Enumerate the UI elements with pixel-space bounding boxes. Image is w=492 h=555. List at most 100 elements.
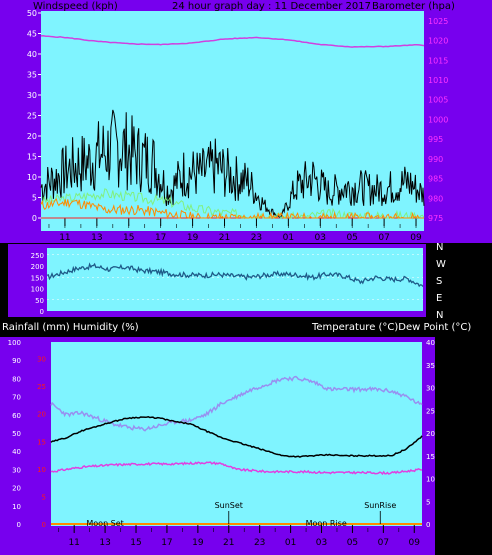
dir-y-tick-2: 100 [31,286,44,294]
temp-x-tick-5: 21 [223,538,234,548]
temp-x-tick-4: 19 [192,538,204,548]
baro-y-tick-5: 1000 [428,115,448,124]
temp-y-tick-8: 40 [426,339,435,347]
compass-label-1: W [436,259,446,270]
baro-y-tick-0: 975 [428,214,443,223]
wind-direction-series [46,262,424,288]
wind-y-tick-8: 40 [27,50,37,59]
wind-plot-area [41,11,424,231]
wind-x-tick-6: 23 [251,233,262,243]
hum-y-tick-3: 30 [12,466,21,474]
hum-y-tick-9: 90 [12,357,21,365]
dir-y-tick-4: 200 [31,263,44,271]
temp-x-tick-2: 15 [130,538,141,548]
wind-x-tick-5: 21 [219,233,230,243]
wind-y-tick-1: 5 [32,194,37,203]
hum-y-tick-8: 80 [12,375,21,383]
wind-low-series [40,198,424,220]
rain-y-tick-2: 10 [37,466,46,474]
baro-y-tick-9: 1020 [428,37,448,46]
hum-y-tick-0: 0 [17,521,21,529]
temp-x-ticks: 11 13 15 17 19 21 23 01 03 05 07 09 [68,538,420,548]
hum-y-tick-2: 20 [12,485,21,493]
wind-y-tick-3: 15 [27,153,37,162]
temp-x-tick-10: 07 [378,538,389,548]
temp-y-tick-1: 5 [426,498,430,506]
direction-y-ticks: 0 50 100 150 200 250 [31,252,44,316]
wind-x-tick-0: 11 [59,233,70,243]
wind-y-tick-4: 20 [27,132,37,141]
wind-x-tick-7: 01 [283,233,294,243]
temp-x-tick-11: 09 [409,538,421,548]
wind-average-series [40,188,425,220]
wind-x-tick-4: 19 [187,233,199,243]
wind-x-tick-2: 15 [123,233,134,243]
rain-y-tick-3: 15 [37,438,46,446]
sunrise-label: SunRise [364,501,396,510]
wind-x-tick-9: 05 [346,233,357,243]
direction-plot-area [47,248,423,311]
wind-x-tick-3: 17 [155,233,166,243]
temp-y-tick-7: 35 [426,362,435,370]
wind-x-ticks: 11 13 15 17 19 21 23 01 03 05 07 09 [59,233,422,243]
temp-x-tick-6: 23 [254,538,265,548]
hum-y-tick-10: 100 [8,339,21,347]
baro-y-tick-8: 1015 [428,56,448,65]
wind-y-tick-7: 35 [27,71,37,80]
baro-y-tick-3: 990 [428,155,443,164]
humidity-series [50,375,423,432]
temp-x-tick-9: 05 [347,538,358,548]
barometer-y-ticks: 975 980 985 990 995 1000 1005 1010 1015 1020 1025 [428,17,448,223]
temp-x-tick-7: 01 [285,538,296,548]
wind-y-tick-5: 25 [27,112,37,121]
wind-gust-series [40,109,425,219]
baro-y-tick-10: 1025 [428,17,448,26]
barometer-axis-label: Barometer (hpa) [372,1,455,12]
astro-markers: SunSet SunRise Moon Set Moon Rise [86,501,396,528]
wind-y-tick-10: 50 [27,9,37,18]
temperature-series [50,416,423,458]
baro-y-tick-2: 985 [428,175,443,184]
temp-y-tick-3: 15 [426,453,435,461]
temp-y-tick-2: 10 [426,476,435,484]
temp-x-tick-1: 13 [99,538,110,548]
hum-y-tick-7: 70 [12,394,21,402]
compass-label-4: N [436,310,443,321]
rain-y-tick-6: 30 [37,356,46,364]
moonset-label: Moon Set [86,519,123,528]
moonrise-label: Moon Rise [306,519,347,528]
temp-x-tick-3: 17 [161,538,172,548]
dir-y-tick-3: 150 [31,274,44,282]
graph-title: 24 hour graph day : 11 December 2017 [172,1,371,12]
wind-axis-label: Windspeed (kph) [33,1,118,12]
baro-y-tick-4: 995 [428,135,443,144]
rain-y-ticks: 0 5 10 15 20 25 30 [37,356,46,529]
compass-label-2: S [436,276,442,287]
barometer-series [40,35,425,48]
dir-y-tick-0: 0 [40,308,44,316]
temp-x-tick-0: 11 [68,538,79,548]
temp-y-tick-6: 30 [426,385,435,393]
wind-y-ticks: 0 5 10 15 20 25 30 35 40 45 50 [27,9,41,223]
baro-y-tick-6: 1005 [428,96,448,105]
temperature-y-ticks: 0 5 10 15 20 25 30 35 40 [426,339,435,529]
temp-y-tick-4: 20 [426,430,435,438]
wind-y-tick-6: 30 [27,91,37,100]
hum-y-tick-5: 50 [12,430,21,438]
wind-x-tick-1: 13 [91,233,102,243]
wind-y-tick-2: 10 [27,173,37,182]
rain-y-tick-4: 20 [37,411,46,419]
temp-plot-area [51,342,422,526]
hum-y-tick-6: 60 [12,412,21,420]
dew-point-series [50,461,423,476]
sunset-label: SunSet [215,501,243,510]
baro-y-tick-7: 1010 [428,76,448,85]
rain-y-tick-1: 5 [42,493,46,501]
wind-y-tick-0: 0 [32,214,37,223]
rain-y-tick-0: 0 [42,521,46,529]
temp-x-tick-8: 03 [316,538,327,548]
baro-y-tick-1: 980 [428,194,443,203]
dir-y-tick-1: 50 [35,297,44,305]
